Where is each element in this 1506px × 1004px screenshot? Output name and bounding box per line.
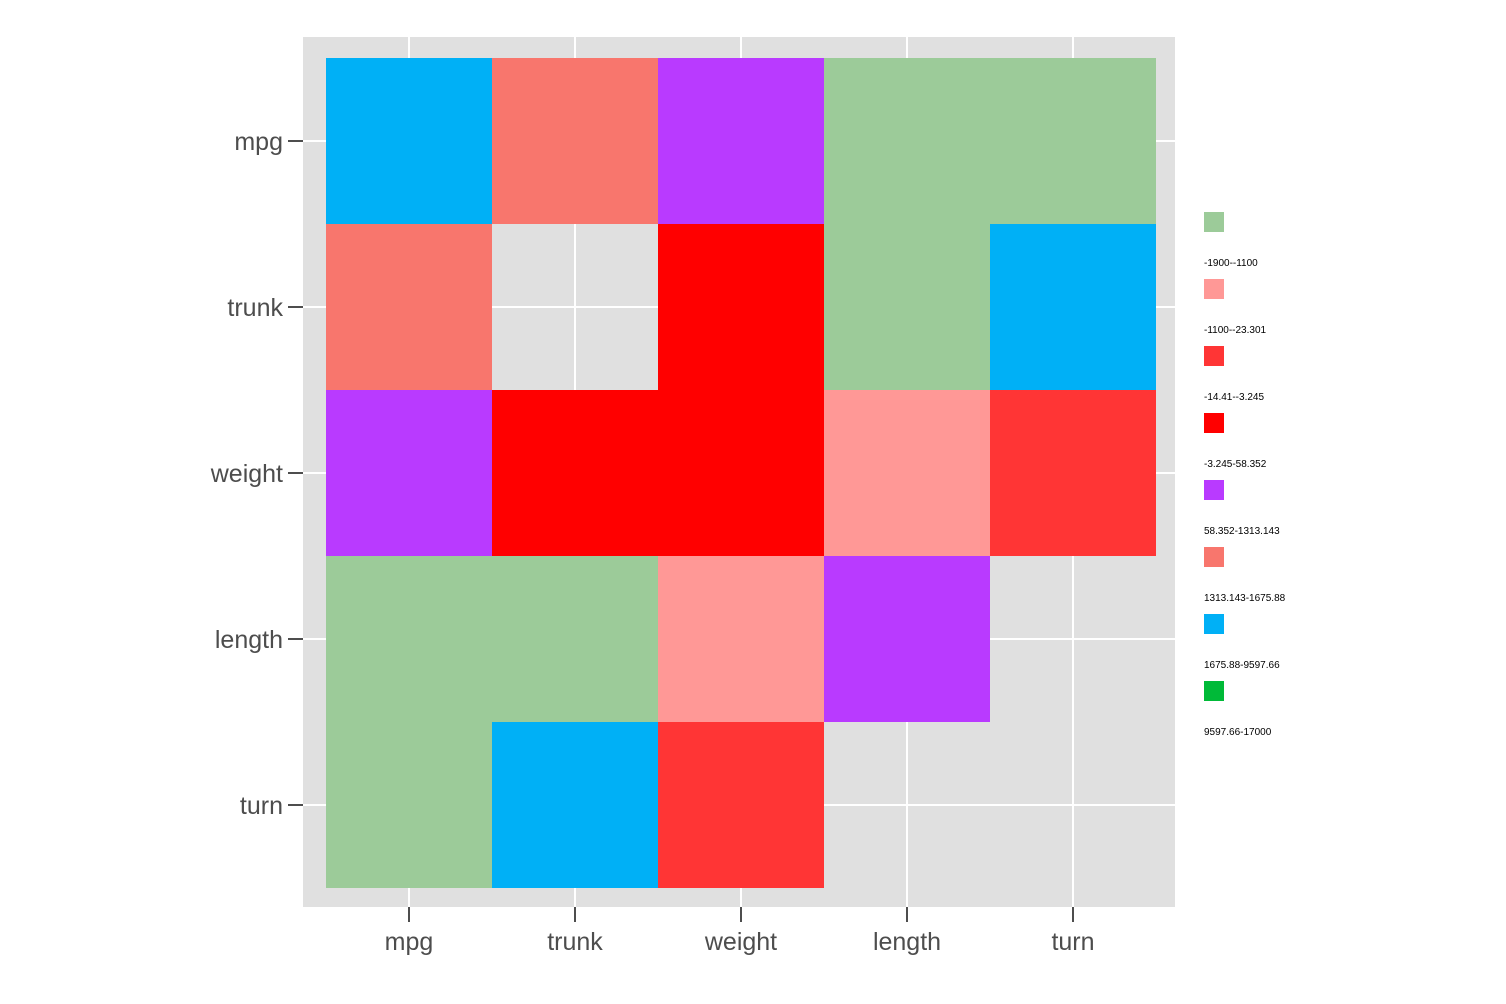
legend-swatch	[1204, 614, 1224, 634]
legend-label: 9597.66-17000	[1204, 727, 1272, 738]
heatmap-cell-mpg-length	[824, 58, 990, 224]
legend-label: 58.352-1313.143	[1204, 526, 1280, 537]
legend-swatch	[1204, 279, 1224, 299]
y-tick-label: trunk	[227, 294, 283, 322]
heatmap-cell-mpg-trunk	[492, 58, 658, 224]
legend-label: -1100--23.301	[1204, 325, 1267, 336]
heatmap-cell-trunk-length	[824, 224, 990, 390]
heatmap-cell-turn-weight	[658, 722, 824, 888]
legend-label: -1900--1100	[1204, 258, 1258, 269]
legend-label: 1313.143-1675.88	[1204, 593, 1286, 604]
y-axis: mpg trunk weight length turn	[210, 128, 303, 820]
heatmap-cell-trunk-mpg	[326, 224, 492, 390]
legend-swatch	[1204, 346, 1224, 366]
legend-label: -14.41--3.245	[1204, 392, 1264, 403]
legend-swatch	[1204, 480, 1224, 500]
legend-label: -3.245-58.352	[1204, 459, 1267, 470]
heatmap-cells	[326, 58, 1156, 888]
x-tick-label: trunk	[547, 928, 603, 956]
legend: -1900--1100 -1100--23.301 -14.41--3.245 -3.…	[1204, 212, 1286, 738]
x-tick-label: mpg	[385, 928, 434, 956]
heatmap-cell-mpg-turn	[990, 58, 1156, 224]
heatmap-cell-length-mpg	[326, 556, 492, 722]
heatmap-cell-weight-mpg	[326, 390, 492, 556]
x-tick-label: turn	[1051, 928, 1094, 956]
y-tick-label: turn	[240, 792, 283, 820]
heatmap-cell-weight-trunk	[492, 390, 658, 556]
heatmap-cell-weight-weight	[658, 390, 824, 556]
heatmap-cell-turn-mpg	[326, 722, 492, 888]
heatmap-cell-trunk-turn	[990, 224, 1156, 390]
heatmap-cell-length-weight	[658, 556, 824, 722]
heatmap-cell-mpg-weight	[658, 58, 824, 224]
legend-label: 1675.88-9597.66	[1204, 660, 1280, 671]
heatmap-cell-length-trunk	[492, 556, 658, 722]
y-tick-label: length	[215, 626, 283, 654]
y-tick-label: mpg	[234, 128, 283, 156]
legend-swatch	[1204, 413, 1224, 433]
legend-swatch	[1204, 681, 1224, 701]
x-axis: mpg trunk weight length turn	[385, 907, 1095, 956]
x-tick-label: weight	[704, 928, 777, 956]
legend-swatch	[1204, 547, 1224, 567]
y-tick-label: weight	[210, 460, 283, 488]
heatmap-cell-length-length	[824, 556, 990, 722]
heatmap-cell-trunk-weight	[658, 224, 824, 390]
legend-swatch	[1204, 212, 1224, 232]
heatmap-cell-weight-turn	[990, 390, 1156, 556]
heatmap-cell-weight-length	[824, 390, 990, 556]
heatmap-cell-mpg-mpg	[326, 58, 492, 224]
heatmap-cell-turn-trunk	[492, 722, 658, 888]
x-tick-label: length	[873, 928, 941, 956]
